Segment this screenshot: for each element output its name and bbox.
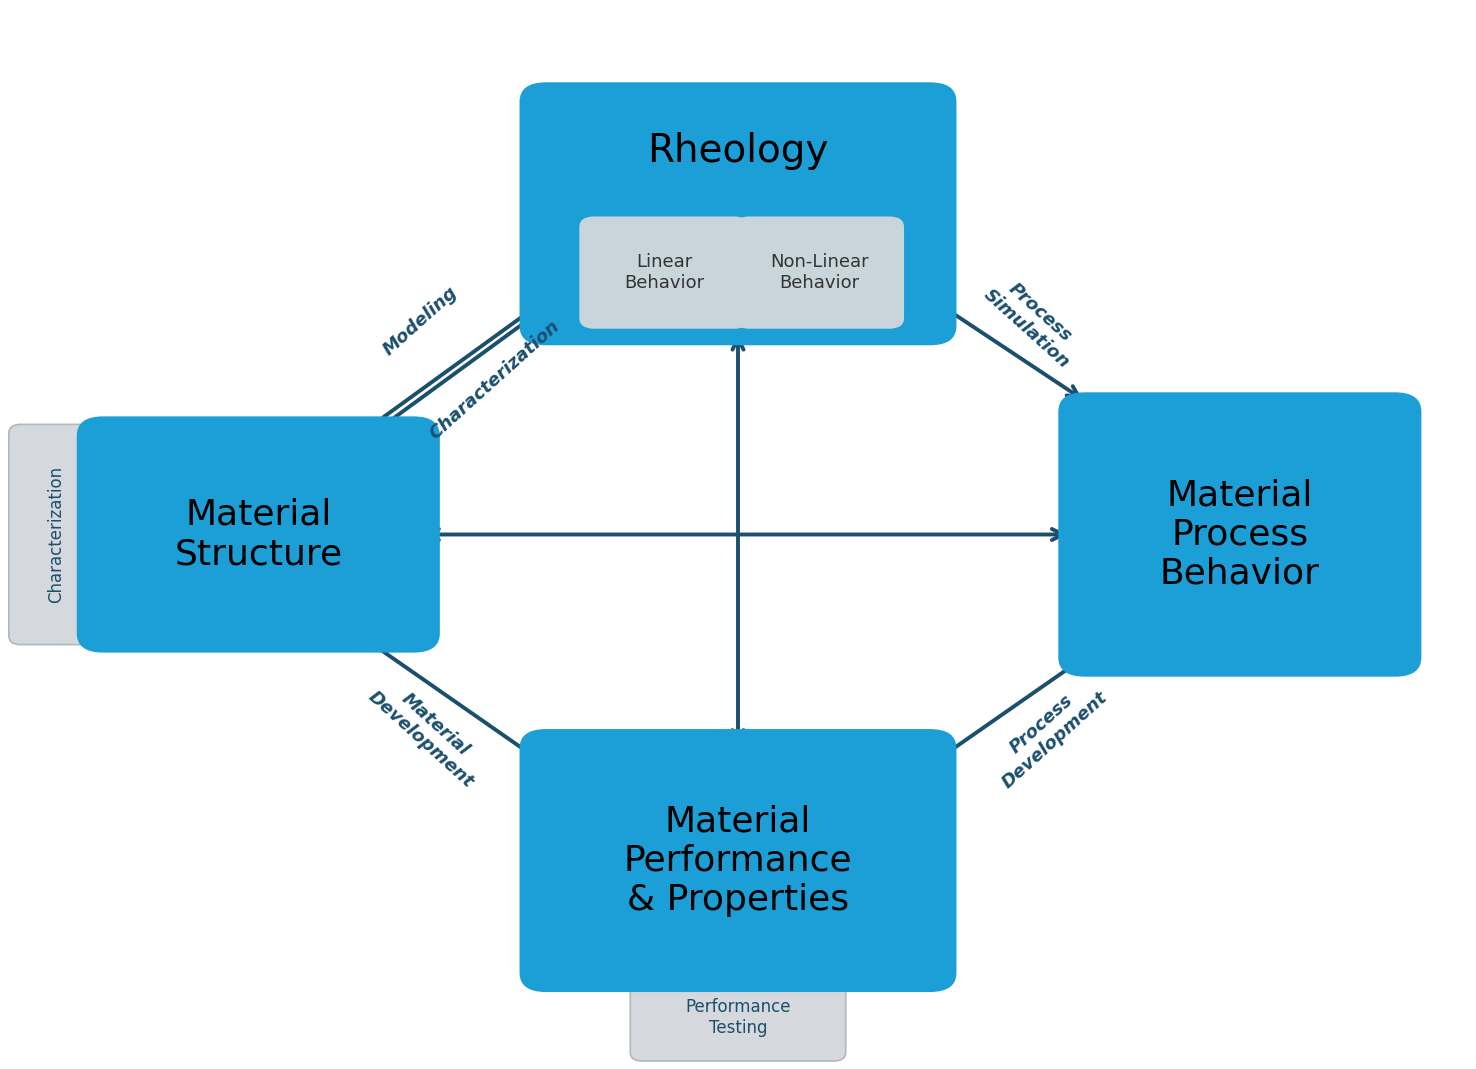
Text: Material
Performance
& Properties: Material Performance & Properties	[624, 804, 852, 917]
FancyBboxPatch shape	[1058, 392, 1421, 677]
Text: Process
Development: Process Development	[984, 672, 1111, 792]
Text: Characterization: Characterization	[47, 466, 65, 603]
Text: Linear
Behavior: Linear Behavior	[624, 253, 704, 292]
Text: Modeling: Modeling	[379, 283, 462, 358]
Text: Process
Simulation: Process Simulation	[980, 269, 1086, 372]
Text: Rheology: Rheology	[648, 131, 828, 170]
Text: Performance
Testing: Performance Testing	[685, 998, 791, 1037]
FancyBboxPatch shape	[520, 82, 956, 345]
FancyBboxPatch shape	[630, 975, 846, 1060]
FancyBboxPatch shape	[735, 216, 903, 329]
Text: Material
Development: Material Development	[365, 672, 492, 792]
Text: Characterization: Characterization	[427, 316, 562, 443]
FancyBboxPatch shape	[579, 216, 750, 329]
FancyBboxPatch shape	[9, 424, 103, 645]
FancyBboxPatch shape	[520, 729, 956, 992]
Text: Material
Structure: Material Structure	[174, 498, 342, 571]
Text: Non-Linear
Behavior: Non-Linear Behavior	[770, 253, 868, 292]
FancyBboxPatch shape	[77, 417, 440, 652]
Text: Material
Process
Behavior: Material Process Behavior	[1160, 478, 1320, 591]
